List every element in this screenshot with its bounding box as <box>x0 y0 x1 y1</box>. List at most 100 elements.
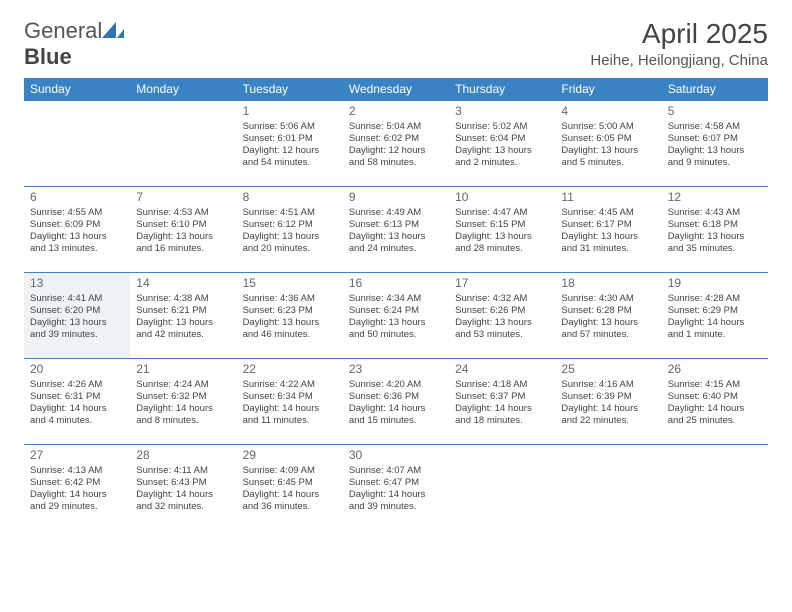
day-cell: 12Sunrise: 4:43 AMSunset: 6:18 PMDayligh… <box>662 187 768 273</box>
day-cell: 19Sunrise: 4:28 AMSunset: 6:29 PMDayligh… <box>662 273 768 359</box>
logo-text-part2: Blue <box>24 44 72 69</box>
cell-sunrise: Sunrise: 4:20 AM <box>349 379 443 391</box>
day-number: 8 <box>243 190 337 205</box>
cell-sunrise: Sunrise: 4:16 AM <box>561 379 655 391</box>
day-number: 3 <box>455 104 549 119</box>
cell-daylight: Daylight: 13 hours and 13 minutes. <box>30 231 124 255</box>
cell-sunrise: Sunrise: 4:13 AM <box>30 465 124 477</box>
cell-sunrise: Sunrise: 4:28 AM <box>668 293 762 305</box>
cell-sunset: Sunset: 6:34 PM <box>243 391 337 403</box>
cell-sunset: Sunset: 6:45 PM <box>243 477 337 489</box>
day-number: 4 <box>561 104 655 119</box>
week-row: 20Sunrise: 4:26 AMSunset: 6:31 PMDayligh… <box>24 359 768 445</box>
day-cell: 15Sunrise: 4:36 AMSunset: 6:23 PMDayligh… <box>237 273 343 359</box>
cell-sunset: Sunset: 6:07 PM <box>668 133 762 145</box>
day-number: 17 <box>455 276 549 291</box>
cell-sunset: Sunset: 6:23 PM <box>243 305 337 317</box>
day-header: Sunday <box>24 78 130 101</box>
day-cell: 25 Sunrise: 4:16 AMSunset: 6:39 PMDayligh… <box>555 359 661 445</box>
cell-sunset: Sunset: 6:47 PM <box>349 477 443 489</box>
day-number: 1 <box>243 104 337 119</box>
cell-sunset: Sunset: 6:29 PM <box>668 305 762 317</box>
cell-daylight: Daylight: 13 hours and 28 minutes. <box>455 231 549 255</box>
day-cell <box>24 101 130 187</box>
day-cell: 26Sunrise: 4:15 AMSunset: 6:40 PMDayligh… <box>662 359 768 445</box>
day-header: Wednesday <box>343 78 449 101</box>
cell-daylight: Daylight: 14 hours and 25 minutes. <box>668 403 762 427</box>
cell-daylight: Daylight: 12 hours and 54 minutes. <box>243 145 337 169</box>
cell-sunrise: Sunrise: 5:00 AM <box>561 121 655 133</box>
day-number: 25 <box>561 362 655 377</box>
week-row: 1Sunrise: 5:06 AMSunset: 6:01 PMDaylight… <box>24 101 768 187</box>
cell-sunset: Sunset: 6:01 PM <box>243 133 337 145</box>
day-cell: 27Sunrise: 4:13 AMSunset: 6:42 PMDayligh… <box>24 445 130 531</box>
cell-daylight: Daylight: 13 hours and 39 minutes. <box>30 317 124 341</box>
cell-sunrise: Sunrise: 4:45 AM <box>561 207 655 219</box>
cell-sunrise: Sunrise: 4:24 AM <box>136 379 230 391</box>
header: GeneralBlue April 2025 Heihe, Heilongjia… <box>24 18 768 70</box>
cell-sunrise: Sunrise: 4:07 AM <box>349 465 443 477</box>
page-title: April 2025 <box>590 18 768 50</box>
day-header: Tuesday <box>237 78 343 101</box>
week-row: 27Sunrise: 4:13 AMSunset: 6:42 PMDayligh… <box>24 445 768 531</box>
day-header-row: SundayMondayTuesdayWednesdayThursdayFrid… <box>24 78 768 101</box>
day-number: 30 <box>349 448 443 463</box>
cell-sunset: Sunset: 6:26 PM <box>455 305 549 317</box>
day-cell: 8Sunrise: 4:51 AMSunset: 6:12 PMDaylight… <box>237 187 343 273</box>
cell-sunset: Sunset: 6:04 PM <box>455 133 549 145</box>
cell-sunrise: Sunrise: 4:55 AM <box>30 207 124 219</box>
cell-sunset: Sunset: 6:18 PM <box>668 219 762 231</box>
calendar-body: 1Sunrise: 5:06 AMSunset: 6:01 PMDaylight… <box>24 101 768 531</box>
day-cell: 9Sunrise: 4:49 AMSunset: 6:13 PMDaylight… <box>343 187 449 273</box>
day-number: 22 <box>243 362 337 377</box>
day-header: Thursday <box>449 78 555 101</box>
cell-sunset: Sunset: 6:17 PM <box>561 219 655 231</box>
day-cell: 3Sunrise: 5:02 AMSunset: 6:04 PMDaylight… <box>449 101 555 187</box>
day-cell: 1 Sunrise: 5:06 AMSunset: 6:01 PMDaylight… <box>237 101 343 187</box>
cell-sunset: Sunset: 6:43 PM <box>136 477 230 489</box>
day-cell: 30Sunrise: 4:07 AMSunset: 6:47 PMDayligh… <box>343 445 449 531</box>
day-cell <box>555 445 661 531</box>
day-number: 13 <box>30 276 124 291</box>
cell-sunset: Sunset: 6:42 PM <box>30 477 124 489</box>
cell-sunrise: Sunrise: 4:32 AM <box>455 293 549 305</box>
day-number: 6 <box>30 190 124 205</box>
cell-sunset: Sunset: 6:21 PM <box>136 305 230 317</box>
day-number: 7 <box>136 190 230 205</box>
day-number: 9 <box>349 190 443 205</box>
day-cell: 17Sunrise: 4:32 AMSunset: 6:26 PMDayligh… <box>449 273 555 359</box>
week-row: 6Sunrise: 4:55 AMSunset: 6:09 PMDaylight… <box>24 187 768 273</box>
cell-sunset: Sunset: 6:39 PM <box>561 391 655 403</box>
cell-sunrise: Sunrise: 5:06 AM <box>243 121 337 133</box>
day-cell: 28Sunrise: 4:11 AMSunset: 6:43 PMDayligh… <box>130 445 236 531</box>
cell-daylight: Daylight: 14 hours and 18 minutes. <box>455 403 549 427</box>
cell-sunset: Sunset: 6:24 PM <box>349 305 443 317</box>
cell-sunrise: Sunrise: 4:49 AM <box>349 207 443 219</box>
cell-daylight: Daylight: 14 hours and 29 minutes. <box>30 489 124 513</box>
cell-sunset: Sunset: 6:36 PM <box>349 391 443 403</box>
title-block: April 2025 Heihe, Heilongjiang, China <box>590 18 768 69</box>
cell-daylight: Daylight: 14 hours and 32 minutes. <box>136 489 230 513</box>
cell-sunrise: Sunrise: 4:47 AM <box>455 207 549 219</box>
cell-daylight: Daylight: 14 hours and 22 minutes. <box>561 403 655 427</box>
cell-daylight: Daylight: 13 hours and 42 minutes. <box>136 317 230 341</box>
cell-daylight: Daylight: 13 hours and 35 minutes. <box>668 231 762 255</box>
day-number: 20 <box>30 362 124 377</box>
day-header: Friday <box>555 78 661 101</box>
cell-daylight: Daylight: 13 hours and 16 minutes. <box>136 231 230 255</box>
day-number: 21 <box>136 362 230 377</box>
day-number: 28 <box>136 448 230 463</box>
cell-sunrise: Sunrise: 4:18 AM <box>455 379 549 391</box>
cell-daylight: Daylight: 13 hours and 20 minutes. <box>243 231 337 255</box>
day-cell: 18Sunrise: 4:30 AMSunset: 6:28 PMDayligh… <box>555 273 661 359</box>
cell-daylight: Daylight: 14 hours and 15 minutes. <box>349 403 443 427</box>
cell-sunset: Sunset: 6:31 PM <box>30 391 124 403</box>
cell-daylight: Daylight: 14 hours and 8 minutes. <box>136 403 230 427</box>
cell-daylight: Daylight: 12 hours and 58 minutes. <box>349 145 443 169</box>
cell-sunset: Sunset: 6:09 PM <box>30 219 124 231</box>
cell-sunset: Sunset: 6:15 PM <box>455 219 549 231</box>
cell-daylight: Daylight: 14 hours and 36 minutes. <box>243 489 337 513</box>
day-number: 10 <box>455 190 549 205</box>
cell-sunrise: Sunrise: 4:38 AM <box>136 293 230 305</box>
day-header: Saturday <box>662 78 768 101</box>
